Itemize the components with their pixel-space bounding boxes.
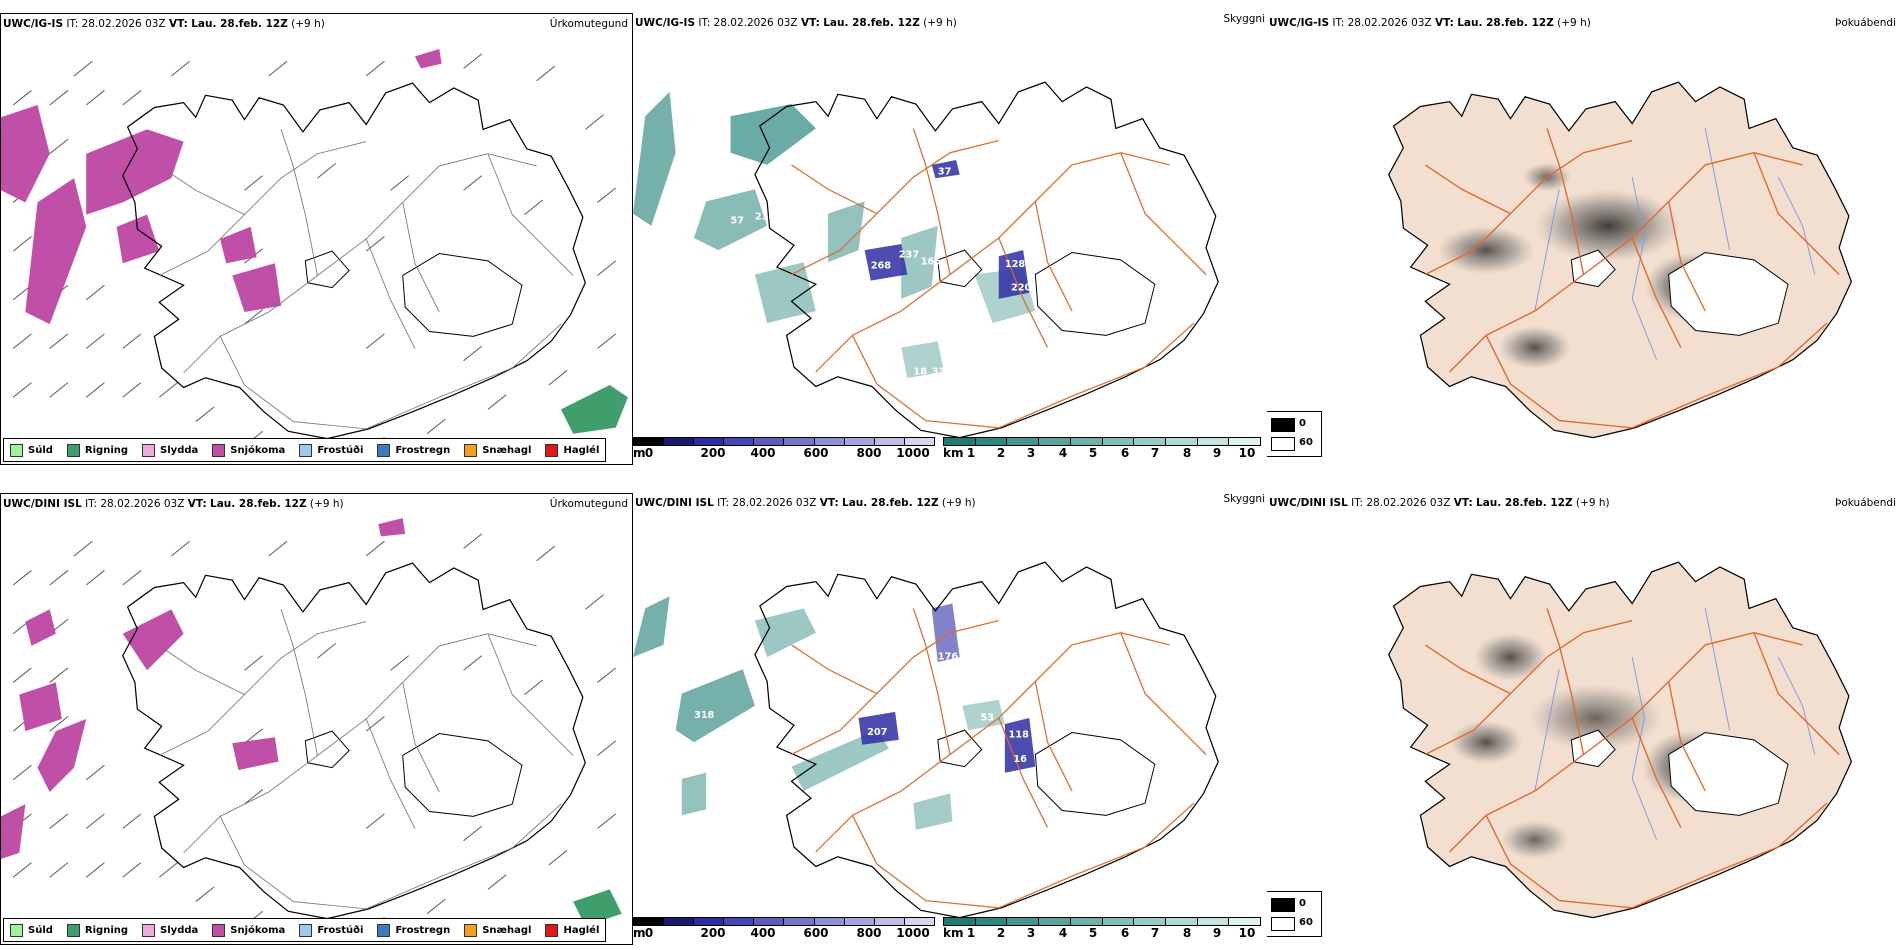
fog-index-legend: 0 60 (1267, 891, 1322, 937)
svg-text:37: 37 (938, 167, 952, 178)
svg-text:176: 176 (938, 652, 959, 663)
visibility-map: 318 19 176 49 207 53 118 16 80 33 (633, 561, 1219, 919)
panel-header: UWC/IG-IS IT: 28.02.2026 03Z VT: Lau. 28… (635, 17, 957, 29)
visibility-labels: 145 57 234 37 268 237 165 174 128 220 18… (700, 167, 1031, 378)
panel-header: UWC/IG-IS IT: 28.02.2026 03Z VT: Lau. 28… (3, 18, 325, 30)
svg-text:174: 174 (938, 240, 959, 251)
snow-area (116, 214, 160, 264)
svg-text:165: 165 (921, 257, 942, 268)
legend-item: Rigning (66, 443, 128, 457)
precip-type-map (1, 49, 628, 452)
panel-header: UWC/IG-IS IT: 28.02.2026 03Z VT: Lau. 28… (1269, 17, 1591, 29)
svg-text:19: 19 (792, 698, 806, 709)
legend-item: Slydda (142, 443, 198, 457)
precip-type-legend: Súld Rigning Slydda Snjókoma Frostúði Fr… (3, 918, 607, 942)
visibility-km-colorbar: km 1 2 3 4 5 6 7 8 9 10 (943, 917, 1261, 940)
coastline (122, 82, 586, 440)
svg-text:33: 33 (932, 366, 946, 377)
svg-text:237: 237 (899, 249, 919, 260)
legend-item: Snjókoma (212, 443, 285, 457)
svg-text:145: 145 (700, 167, 721, 178)
svg-text:80: 80 (789, 798, 803, 809)
svg-text:57: 57 (731, 215, 745, 226)
panel-title: Úrkomutegund (549, 498, 628, 510)
visibility-map: 145 57 234 37 268 237 165 174 128 220 18… (633, 81, 1219, 439)
legend-item: Slydda (142, 923, 198, 937)
svg-text:49: 49 (948, 710, 962, 721)
legend-item: Rigning (66, 923, 128, 937)
panel-header: UWC/DINI ISL IT: 28.02.2026 03Z VT: Lau.… (635, 497, 976, 509)
panel-title: Skyggni (1223, 13, 1266, 25)
legend-item: Snæhagl (464, 443, 531, 457)
svg-text:33: 33 (920, 846, 934, 857)
svg-text:268: 268 (871, 260, 892, 271)
panel-header: UWC/DINI ISL IT: 28.02.2026 03Z VT: Lau.… (1269, 497, 1610, 509)
snow-area (232, 263, 281, 312)
legend-item: Snæhagl (464, 923, 531, 937)
visibility-m-colorbar: m 0 200 400 600 800 1000 (633, 917, 935, 940)
legend-item: Haglél (545, 923, 599, 937)
legend-item: Frostregn (377, 443, 450, 457)
precip-type-map (1, 518, 622, 932)
legend-item: Frostregn (377, 923, 450, 937)
svg-text:118: 118 (1009, 729, 1030, 740)
legend-item: Haglél (545, 443, 599, 457)
fog-index-panel-row2: UWC/DINI ISL IT: 28.02.2026 03Z VT: Lau.… (1267, 493, 1900, 945)
fog-index-panel-row1: UWC/IG-IS IT: 28.02.2026 03Z VT: Lau. 28… (1267, 13, 1900, 465)
legend-item: Frostúði (299, 443, 363, 457)
visibility-panel-row2: UWC/DINI ISL IT: 28.02.2026 03Z VT: Lau.… (633, 493, 1267, 945)
svg-text:53: 53 (980, 712, 994, 723)
svg-text:234: 234 (755, 212, 776, 223)
precip-type-legend: Súld Rigning Slydda Snjókoma Frostúði Fr… (3, 438, 607, 462)
svg-text:318: 318 (694, 710, 715, 721)
visibility-km-colorbar: km 1 2 3 4 5 6 7 8 9 10 (943, 437, 1261, 460)
visibility-panel-row1: UWC/IG-IS IT: 28.02.2026 03Z VT: Lau. 28… (633, 13, 1267, 465)
snow-area (220, 226, 257, 264)
svg-text:220: 220 (1011, 282, 1032, 293)
panel-title: Þokuábendi (1835, 497, 1896, 509)
snow-area (86, 129, 184, 215)
panel-title: Þokuábendi (1835, 17, 1896, 29)
legend-item: Frostúði (299, 923, 363, 937)
snow-area (25, 178, 87, 325)
svg-text:128: 128 (1005, 259, 1026, 270)
svg-text:16: 16 (1013, 754, 1027, 765)
legend-item: Súld (10, 923, 53, 937)
panel-title: Úrkomutegund (549, 18, 628, 30)
fog-index-legend: 0 60 (1267, 411, 1322, 457)
visibility-labels: 318 19 176 49 207 53 118 16 80 33 (694, 652, 1029, 858)
fog-index-map (1388, 561, 1852, 919)
legend-item: Snjókoma (212, 923, 285, 937)
precip-type-panel-row2: UWC/DINI ISL IT: 28.02.2026 03Z VT: Lau.… (0, 493, 633, 945)
wind-barbs (12, 533, 617, 932)
snow-area (1, 105, 50, 203)
rain-area (560, 385, 628, 434)
panel-header: UWC/DINI ISL IT: 28.02.2026 03Z VT: Lau.… (3, 498, 344, 510)
legend-item: Súld (10, 443, 53, 457)
fog-index-map (1388, 81, 1852, 439)
svg-text:18: 18 (913, 366, 927, 377)
snow-area (414, 49, 442, 69)
precip-type-panel-row1: UWC/IG-IS IT: 28.02.2026 03Z VT: Lau. 28… (0, 13, 633, 465)
svg-text:207: 207 (867, 727, 887, 738)
visibility-m-colorbar: m 0 200 400 600 800 1000 (633, 437, 935, 460)
panel-title: Skyggni (1223, 493, 1266, 505)
wind-barbs (12, 53, 617, 452)
